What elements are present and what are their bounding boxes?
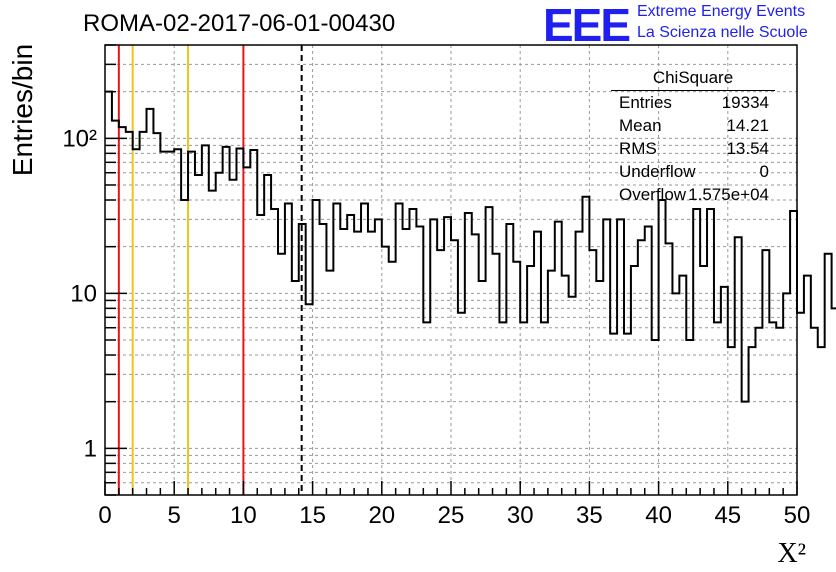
stats-value-rms: 13.54 (726, 139, 769, 158)
stats-value-underflow: 0 (759, 162, 769, 181)
x-tick-label: 0 (98, 502, 111, 529)
axis-ticks: 0 5 10 15 20 25 30 35 40 45 50 1 10 10² (62, 44, 811, 529)
stats-label-underflow: Underflow (619, 162, 696, 181)
run-title: ROMA-02-2017-06-01-00430 (83, 10, 396, 37)
x-tick-label: 50 (784, 502, 811, 529)
x-tick-label: 30 (507, 502, 534, 529)
stats-value-mean: 14.21 (726, 116, 769, 135)
stats-title: ChiSquare (652, 68, 734, 87)
stats-divider (611, 90, 775, 91)
y-axis-label: Entries/bin (7, 44, 38, 176)
x-tick-label: 20 (368, 502, 395, 529)
stats-label-mean: Mean (619, 116, 662, 135)
x-tick-label: 10 (230, 502, 257, 529)
histogram-series (105, 90, 836, 403)
stats-label-overflow: Overflow (619, 185, 687, 204)
logo-subtitle-line2: La Scienza nelle Scuole (637, 24, 808, 41)
x-axis-label: X² (777, 538, 806, 569)
stats-box: ChiSquare Entries 19334 Mean 14.21 RMS 1… (611, 66, 775, 204)
stats-label-rms: RMS (619, 139, 657, 158)
eee-logo: EEE (543, 0, 631, 51)
stats-value-entries: 19334 (721, 93, 769, 112)
x-tick-label: 35 (576, 502, 603, 529)
x-tick-label: 45 (714, 502, 741, 529)
logo-subtitle-line1: Extreme Energy Events (637, 3, 806, 20)
y-tick-label: 1 (84, 435, 97, 462)
stats-label-entries: Entries (619, 93, 672, 112)
stats-value-overflow: 1.575e+04 (688, 185, 769, 204)
y-tick-label: 10 (70, 280, 97, 307)
x-tick-label: 15 (299, 502, 326, 529)
x-tick-label: 25 (438, 502, 465, 529)
x-tick-label: 40 (645, 502, 672, 529)
y-tick-label: 10² (62, 125, 97, 152)
x-tick-label: 5 (168, 502, 181, 529)
